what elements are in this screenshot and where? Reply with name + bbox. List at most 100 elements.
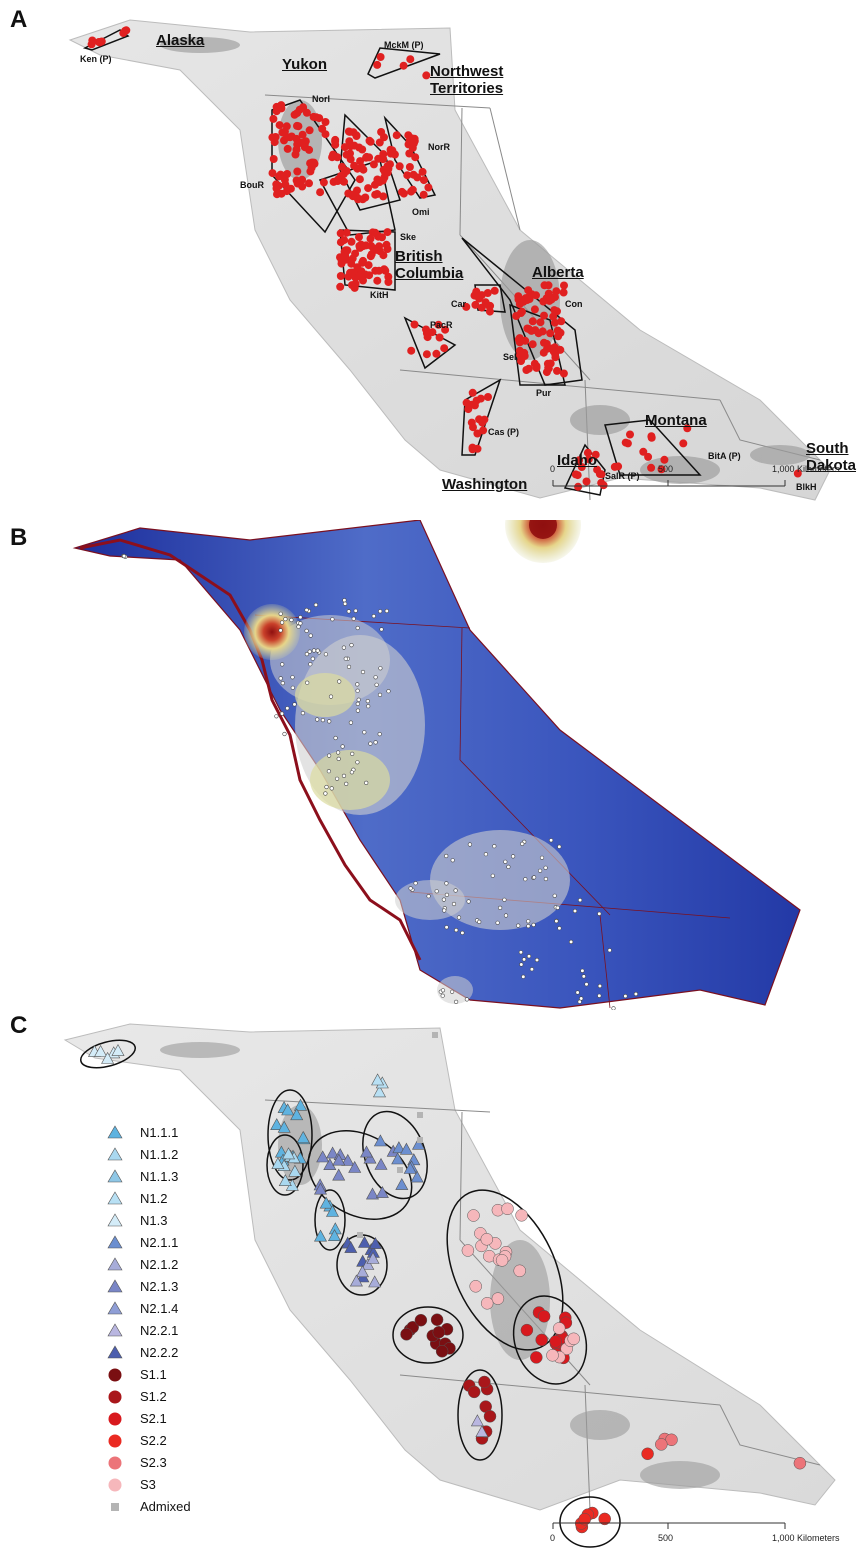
cluster-point — [515, 1209, 528, 1222]
poly-bita — [604, 419, 702, 476]
sample-point — [304, 652, 310, 657]
cluster-point — [366, 1251, 380, 1264]
legend-label: S1.1 — [140, 1367, 167, 1382]
sample-point — [574, 482, 583, 491]
sample-point — [419, 190, 428, 199]
sample-point — [342, 246, 351, 255]
sample-point — [356, 697, 361, 702]
sample-point — [353, 608, 358, 613]
cluster-points — [87, 1032, 807, 1534]
sample-point — [577, 463, 586, 471]
triangle-icon — [107, 1125, 123, 1139]
sample-point — [308, 633, 313, 638]
site-label-sel: Sel — [503, 352, 517, 362]
legend-label: N2.1.1 — [140, 1235, 179, 1250]
sample-point — [621, 438, 630, 447]
sample-point — [351, 279, 360, 288]
sample-point — [679, 439, 688, 448]
sample-point — [468, 388, 477, 397]
cluster-point — [400, 1328, 413, 1341]
scale-bar-a: 0 500 1,000 Kilometers — [550, 462, 840, 502]
sample-point — [305, 126, 314, 135]
sample-point — [450, 858, 455, 863]
sample-point — [342, 598, 347, 603]
legend-label: S3 — [140, 1477, 156, 1492]
sample-point — [311, 648, 317, 653]
sample-point — [333, 175, 342, 184]
sample-point — [374, 154, 383, 163]
sample-point — [346, 664, 352, 669]
sample-point — [312, 113, 321, 122]
sample-point — [373, 276, 382, 285]
sample-point — [536, 318, 545, 327]
panel-a-letter: A — [10, 6, 28, 33]
legend-label: N1.2 — [140, 1191, 168, 1206]
site-label-bita: BitA (P) — [708, 451, 741, 461]
sample-point — [329, 786, 334, 791]
sample-point — [323, 791, 328, 796]
sample-point — [283, 616, 288, 622]
sample-point — [524, 364, 533, 373]
sample-point — [545, 293, 554, 301]
cluster-point — [361, 1257, 375, 1270]
cluster-north-5 — [314, 1189, 346, 1251]
cluster-point — [316, 1150, 330, 1163]
legend-label: N2.1.3 — [140, 1279, 179, 1294]
legend-label: N2.2.1 — [140, 1323, 179, 1338]
sample-point — [614, 462, 623, 471]
cluster-point — [491, 1292, 505, 1305]
sample-point — [523, 324, 532, 333]
circle-icon — [108, 1456, 122, 1470]
cluster-point — [397, 1167, 403, 1173]
sample-point — [560, 281, 568, 290]
sample-point — [540, 281, 549, 290]
sample-point — [660, 455, 669, 464]
sample-point — [319, 178, 328, 187]
sample-point — [371, 613, 376, 619]
sample-point — [278, 128, 287, 137]
sample-point — [360, 669, 366, 675]
cluster-polygons — [80, 1039, 621, 1548]
sample-point — [298, 175, 307, 184]
scale-tick-500: 500 — [658, 464, 674, 474]
panel-c: C 0 500 1,000 Kilometers — [0, 1010, 858, 1557]
cluster-point — [480, 1297, 494, 1310]
sample-point — [366, 234, 375, 243]
sample-point — [368, 741, 373, 746]
cluster-point — [546, 1349, 559, 1362]
cluster-point — [373, 1134, 387, 1147]
sample-point — [341, 773, 347, 778]
cluster-point — [411, 1137, 426, 1150]
sample-point — [403, 171, 412, 180]
legend-item: N1.2 — [100, 1188, 230, 1210]
sample-point — [597, 983, 603, 989]
cluster-point — [363, 1151, 377, 1164]
sample-point — [441, 897, 447, 902]
sample-point — [271, 133, 280, 141]
sample-point — [406, 55, 415, 64]
sample-point — [467, 842, 473, 847]
sample-point — [353, 186, 361, 195]
sample-point — [537, 868, 543, 873]
cluster-point — [520, 1323, 534, 1337]
cluster-point — [549, 1335, 562, 1348]
site-label-salr: SalR (P) — [605, 471, 640, 481]
sample-point — [379, 150, 388, 159]
sample-point — [377, 128, 386, 136]
sample-point — [444, 881, 449, 886]
cluster-point — [355, 1265, 370, 1278]
cluster-point — [319, 1196, 333, 1209]
sample-point — [597, 993, 602, 998]
region-label-alberta: Alberta — [532, 264, 584, 281]
cluster-point — [535, 1333, 548, 1347]
sample-point — [434, 889, 439, 894]
sample-point — [297, 138, 306, 147]
cluster-north-2 — [266, 1134, 304, 1196]
legend-item: N2.2.1 — [100, 1320, 230, 1342]
sample-point — [308, 662, 313, 667]
sample-point — [366, 704, 371, 709]
cluster-point — [432, 1032, 438, 1038]
region-label-montana: Montana — [645, 412, 707, 429]
cluster-point — [323, 1158, 337, 1170]
cluster-point — [537, 1310, 551, 1323]
